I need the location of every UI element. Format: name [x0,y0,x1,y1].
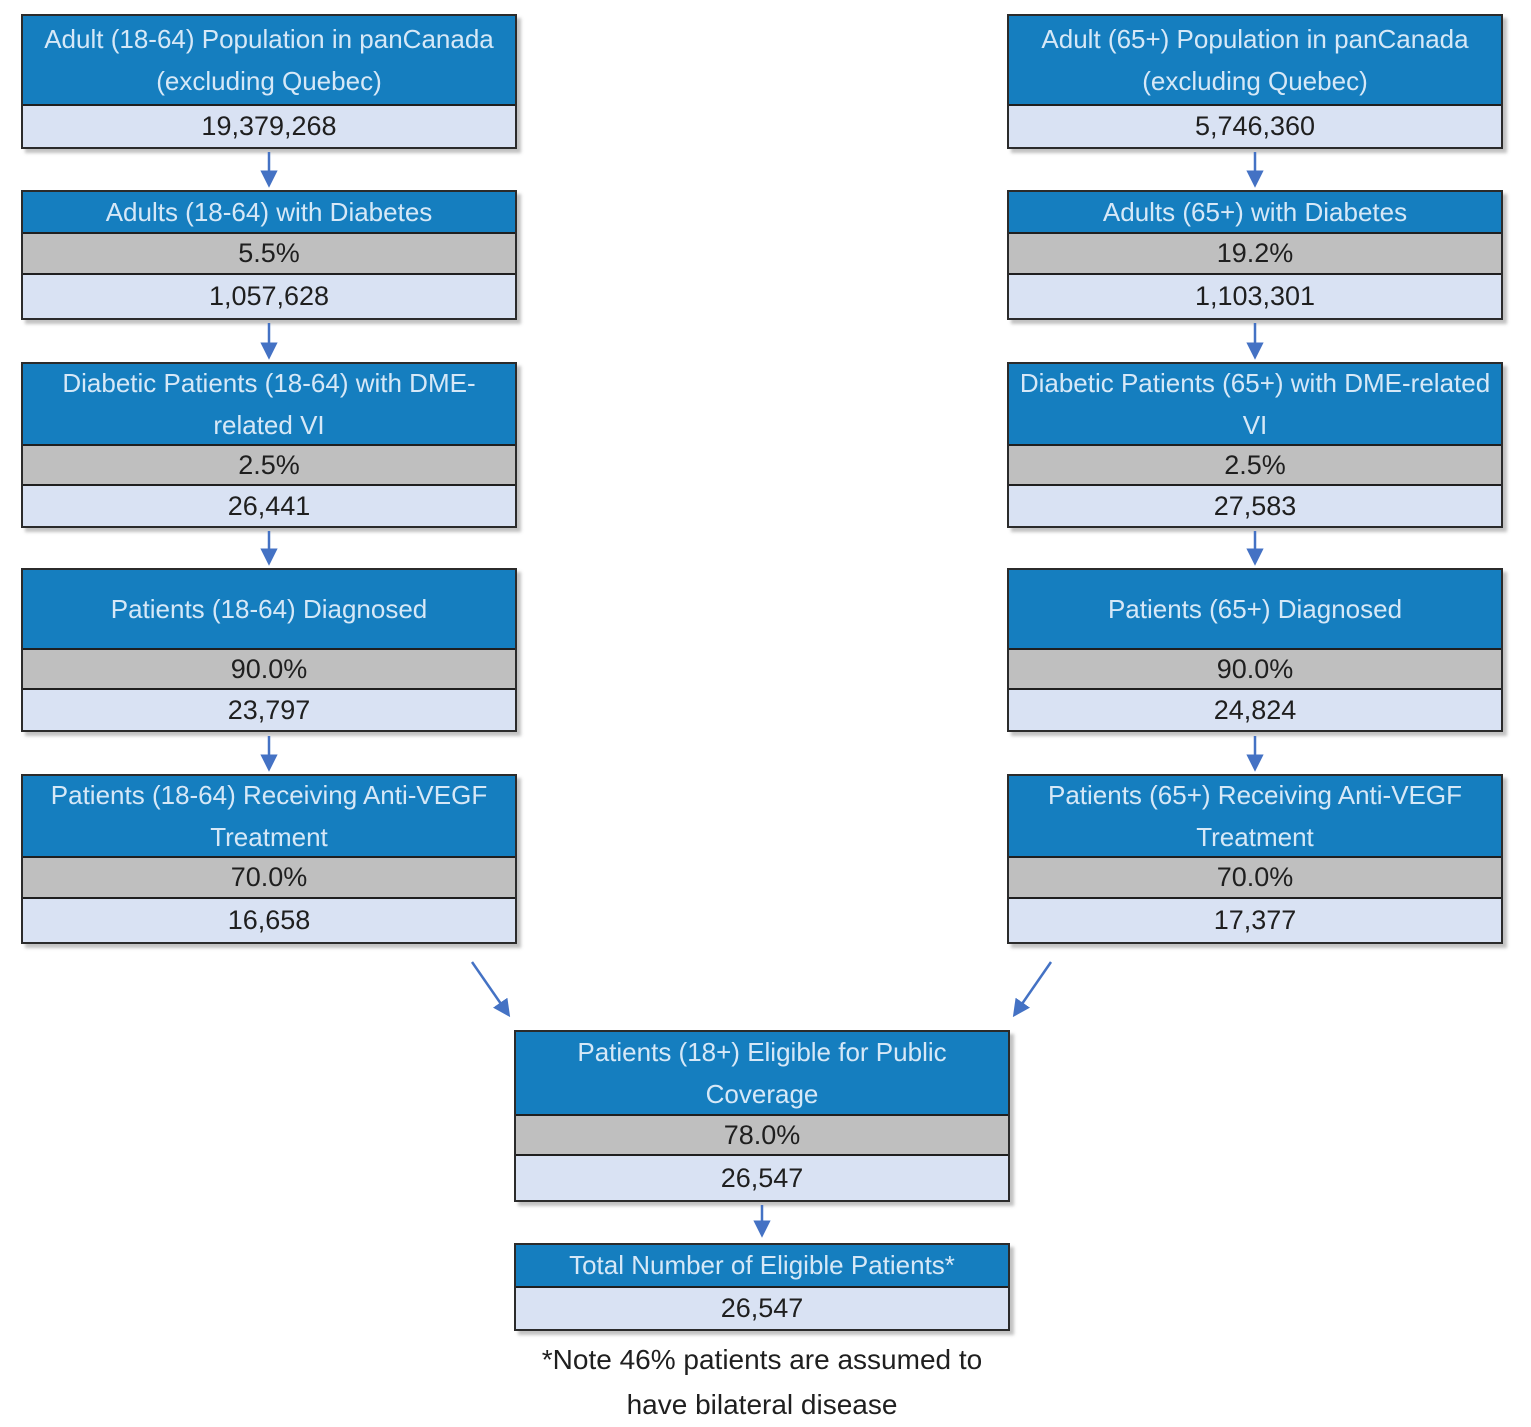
box-value: 1,103,301 [1009,275,1501,318]
box-title: Diabetic Patients (65+) with DME-related… [1009,364,1501,446]
box-value: 1,057,628 [23,275,515,318]
box-total-eligible: Total Number of Eligible Patients* 26,54… [514,1243,1010,1331]
box-left-dme-vi: Diabetic Patients (18-64) with DME-relat… [21,362,517,528]
box-percent: 78.0% [516,1116,1008,1156]
box-value: 26,441 [23,486,515,526]
box-percent: 90.0% [1009,650,1501,690]
box-percent: 70.0% [23,858,515,899]
footnote: *Note 46% patients are assumed to have b… [442,1337,1082,1427]
box-value: 26,547 [516,1288,1008,1329]
box-title: Patients (18+) Eligible for Public Cover… [516,1032,1008,1116]
box-value: 5,746,360 [1009,106,1501,147]
box-percent: 2.5% [1009,446,1501,486]
box-percent: 90.0% [23,650,515,690]
box-value: 19,379,268 [23,106,515,147]
box-public-coverage: Patients (18+) Eligible for Public Cover… [514,1030,1010,1202]
box-right-population: Adult (65+) Population in panCanada (exc… [1007,14,1503,149]
box-right-diagnosed: Patients (65+) Diagnosed 90.0% 24,824 [1007,568,1503,732]
box-title: Patients (65+) Diagnosed [1009,570,1501,650]
box-left-diabetes: Adults (18-64) with Diabetes 5.5% 1,057,… [21,190,517,320]
box-title: Adults (18-64) with Diabetes [23,192,515,234]
box-right-anti-vegf: Patients (65+) Receiving Anti-VEGF Treat… [1007,774,1503,944]
box-value: 23,797 [23,690,515,730]
box-title: Adult (18-64) Population in panCanada (e… [23,16,515,106]
box-title: Patients (18-64) Diagnosed [23,570,515,650]
box-right-dme-vi: Diabetic Patients (65+) with DME-related… [1007,362,1503,528]
arrow-right-merge [1012,961,1053,1018]
box-title: Patients (18-64) Receiving Anti-VEGF Tre… [23,776,515,858]
box-percent: 5.5% [23,234,515,275]
box-left-population: Adult (18-64) Population in panCanada (e… [21,14,517,149]
footnote-line-1: *Note 46% patients are assumed to [541,1344,983,1375]
box-value: 26,547 [516,1156,1008,1200]
box-value: 27,583 [1009,486,1501,526]
arrow-left-merge [470,961,511,1018]
box-title: Adults (65+) with Diabetes [1009,192,1501,234]
box-title: Adult (65+) Population in panCanada (exc… [1009,16,1501,106]
box-right-diabetes: Adults (65+) with Diabetes 19.2% 1,103,3… [1007,190,1503,320]
footnote-line-2: have bilateral disease [626,1389,898,1420]
box-percent: 70.0% [1009,858,1501,899]
box-left-diagnosed: Patients (18-64) Diagnosed 90.0% 23,797 [21,568,517,732]
box-percent: 19.2% [1009,234,1501,275]
box-value: 16,658 [23,899,515,942]
box-title: Total Number of Eligible Patients* [516,1245,1008,1288]
box-title: Diabetic Patients (18-64) with DME-relat… [23,364,515,446]
box-left-anti-vegf: Patients (18-64) Receiving Anti-VEGF Tre… [21,774,517,944]
box-value: 17,377 [1009,899,1501,942]
box-value: 24,824 [1009,690,1501,730]
box-title: Patients (65+) Receiving Anti-VEGF Treat… [1009,776,1501,858]
box-percent: 2.5% [23,446,515,486]
